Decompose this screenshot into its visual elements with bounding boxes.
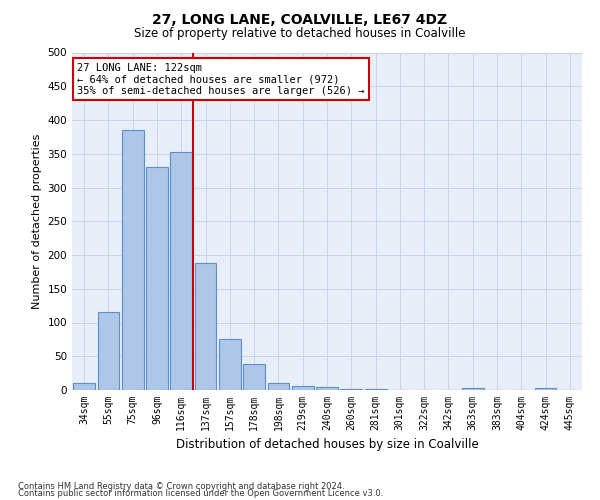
- Bar: [316, 388, 338, 390]
- Bar: [146, 167, 168, 390]
- Bar: [292, 386, 314, 390]
- Text: Contains HM Land Registry data © Crown copyright and database right 2024.: Contains HM Land Registry data © Crown c…: [18, 482, 344, 491]
- Bar: [73, 383, 95, 390]
- Bar: [268, 383, 289, 390]
- Text: Size of property relative to detached houses in Coalville: Size of property relative to detached ho…: [134, 28, 466, 40]
- Text: Contains public sector information licensed under the Open Government Licence v3: Contains public sector information licen…: [18, 490, 383, 498]
- Bar: [535, 388, 556, 390]
- Bar: [170, 152, 192, 390]
- Bar: [122, 130, 143, 390]
- Bar: [243, 364, 265, 390]
- Text: 27, LONG LANE, COALVILLE, LE67 4DZ: 27, LONG LANE, COALVILLE, LE67 4DZ: [152, 12, 448, 26]
- Bar: [97, 312, 119, 390]
- Bar: [219, 340, 241, 390]
- Bar: [194, 263, 217, 390]
- Text: 27 LONG LANE: 122sqm
← 64% of detached houses are smaller (972)
35% of semi-deta: 27 LONG LANE: 122sqm ← 64% of detached h…: [77, 62, 365, 96]
- Bar: [462, 388, 484, 390]
- X-axis label: Distribution of detached houses by size in Coalville: Distribution of detached houses by size …: [176, 438, 478, 452]
- Y-axis label: Number of detached properties: Number of detached properties: [32, 134, 42, 309]
